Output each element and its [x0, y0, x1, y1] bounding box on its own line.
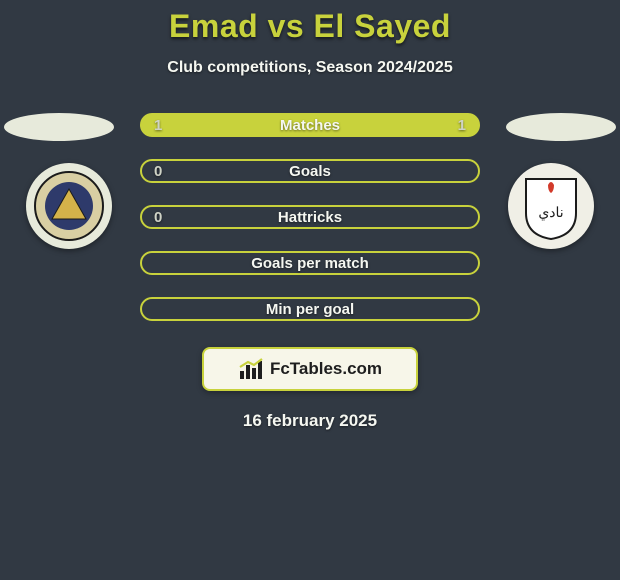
stat-label: Min per goal: [266, 301, 354, 318]
club-badge-right: نادي: [501, 163, 601, 249]
card-subtitle: Club competitions, Season 2024/2025: [0, 59, 620, 77]
club-badge-left-inner: [32, 169, 106, 243]
stat-bar: Min per goal: [140, 297, 480, 321]
stat-value-right: 1: [458, 117, 466, 134]
stats-area: نادي 1 Matches 1 0 Goals 0 Hattricks Goals per …: [0, 113, 620, 321]
club-emblem-right-icon: نادي: [514, 169, 588, 243]
player-left-avatar-placeholder: [4, 113, 114, 141]
club-emblem-left-icon: [32, 169, 106, 243]
stat-value-left: 0: [154, 209, 162, 226]
stat-bar: Goals per match: [140, 251, 480, 275]
player-right-avatar-placeholder: [506, 113, 616, 141]
club-badge-left-outer: [26, 163, 112, 249]
comparison-card: Emad vs El Sayed Club competitions, Seas…: [0, 0, 620, 580]
stat-label: Goals per match: [251, 255, 369, 272]
stat-value-left: 0: [154, 163, 162, 180]
stat-bar: 0 Goals: [140, 159, 480, 183]
club-badge-right-inner: نادي: [514, 169, 588, 243]
brand-logo-text: FcTables.com: [270, 359, 382, 379]
stat-bars: 1 Matches 1 0 Goals 0 Hattricks Goals per match…: [140, 113, 480, 321]
stat-value-left: 1: [154, 117, 162, 134]
stat-bar: 0 Hattricks: [140, 205, 480, 229]
stat-label: Matches: [280, 117, 340, 134]
club-badge-left: [19, 163, 119, 249]
club-badge-right-outer: نادي: [508, 163, 594, 249]
card-title: Emad vs El Sayed: [0, 0, 620, 45]
stat-bar: 1 Matches 1: [140, 113, 480, 137]
svg-text:نادي: نادي: [538, 206, 563, 221]
snapshot-date: 16 february 2025: [0, 411, 620, 431]
brand-logo-box: FcTables.com: [202, 347, 418, 391]
bar-chart-icon: [238, 357, 266, 381]
stat-label: Goals: [289, 163, 331, 180]
stat-label: Hattricks: [278, 209, 342, 226]
